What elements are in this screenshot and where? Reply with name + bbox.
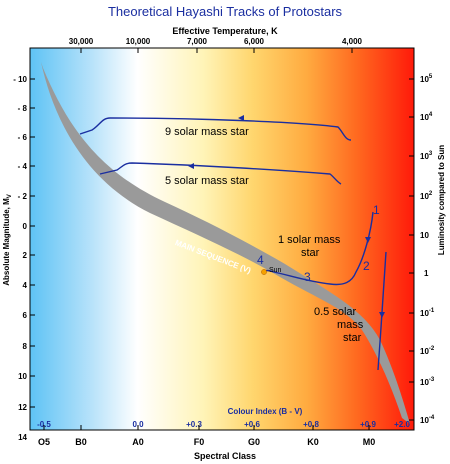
- top-tick-1: 30,000: [69, 37, 94, 46]
- track-label-0-5-solar-line2: mass: [337, 319, 364, 331]
- colour-index-ticks: -0.5 0.0 +0.3 +0.6 +0.8 +0.9 +2.0: [37, 420, 410, 429]
- left-tick-4: - 4: [18, 162, 28, 171]
- colour-index-tick-4: +0.6: [244, 420, 260, 429]
- track-label-1-solar-line2: star: [301, 247, 320, 259]
- top-tick-3: 7,000: [187, 37, 208, 46]
- top-axis-ticks: 30,000 10,000 7,000 6,000 4,000: [69, 37, 363, 46]
- colour-index-tick-2: 0.0: [132, 420, 144, 429]
- left-tick-5: - 2: [18, 192, 28, 201]
- spectral-tick-6: K0: [307, 437, 319, 447]
- left-tick-6: 0: [23, 222, 28, 231]
- top-tick-2: 10,000: [126, 37, 151, 46]
- colour-index-tick-3: +0.3: [186, 420, 202, 429]
- colour-index-tick-1: -0.5: [37, 420, 51, 429]
- top-tick-marks: [80, 48, 353, 53]
- track-0-5-solar-mass: [377, 251, 387, 371]
- spectral-tick-2: B0: [75, 437, 87, 447]
- spectral-class-label: Spectral Class: [194, 451, 256, 461]
- arrow-1-solar: [365, 237, 371, 243]
- spectral-tick-5: G0: [248, 437, 260, 447]
- top-tick-4: 6,000: [244, 37, 265, 46]
- left-tick-11: 10: [18, 372, 27, 381]
- spectral-tick-3: A0: [132, 437, 144, 447]
- right-tick-10: 10-4: [420, 415, 435, 425]
- left-tick-13: 14: [18, 433, 27, 442]
- left-tick-12: 12: [18, 403, 27, 412]
- top-axis-label: Effective Temperature, K: [172, 26, 278, 36]
- spectral-tick-7: M0: [363, 437, 376, 447]
- right-tick-9: 10-3: [420, 377, 435, 387]
- colour-index-tick-5: +0.8: [303, 420, 319, 429]
- left-axis-ticks: - 10 - 8 - 6 - 4 - 2 0 2 4 6 8 10 12 14: [13, 75, 27, 442]
- colour-index-tick-7: +2.0: [394, 420, 410, 429]
- stage-number-1: 1: [373, 203, 380, 217]
- left-tick-8: 4: [23, 281, 28, 290]
- track-5-solar-mass: [99, 162, 342, 185]
- spectral-tick-4: F0: [194, 437, 205, 447]
- main-sequence-band: [41, 62, 410, 424]
- spectral-tick-1: O5: [38, 437, 50, 447]
- right-tick-2: 104: [420, 112, 433, 122]
- track-label-0-5-solar-line1: 0.5 solar: [314, 306, 357, 318]
- track-label-0-5-solar-line3: star: [343, 332, 362, 344]
- bottom-tick-marks: [43, 425, 370, 430]
- stage-numbers: 1 2 3 4: [257, 203, 380, 284]
- left-axis-label-sub: V: [7, 194, 13, 198]
- right-tick-marks: [409, 78, 414, 421]
- right-tick-5: 10: [420, 231, 429, 240]
- sun-marker: [261, 269, 267, 275]
- chart-title: Theoretical Hayashi Tracks of Protostars: [108, 4, 343, 19]
- left-tick-9: 6: [23, 311, 28, 320]
- right-tick-3: 103: [420, 151, 433, 161]
- sun-label: Sun: [269, 267, 282, 274]
- colour-index-tick-6: +0.9: [360, 420, 376, 429]
- track-1-solar-mass: [261, 211, 374, 286]
- left-axis-label: Absolute Magnitude, MV: [2, 194, 13, 286]
- left-tick-1: - 10: [13, 75, 27, 84]
- right-tick-1: 105: [420, 74, 433, 84]
- track-arrowheads: [188, 115, 385, 318]
- arrow-0-5-solar: [379, 312, 385, 318]
- left-tick-7: 2: [23, 251, 28, 260]
- track-label-5-solar: 5 solar mass star: [165, 175, 249, 187]
- top-tick-5: 4,000: [342, 37, 363, 46]
- right-axis-label: Luminosity compared to Sun: [437, 145, 446, 255]
- track-label-1-solar-line1: 1 solar mass: [278, 234, 341, 246]
- left-tick-2: - 8: [18, 104, 28, 113]
- track-9-solar-mass: [79, 117, 352, 141]
- left-tick-10: 8: [23, 342, 28, 351]
- right-axis-ticks: 105 104 103 102 10 1 10-1 10-2 10-3 10-4: [420, 74, 435, 425]
- track-label-9-solar: 9 solar mass star: [165, 126, 249, 138]
- left-tick-3: - 6: [18, 133, 28, 142]
- stage-number-4: 4: [257, 253, 264, 267]
- colour-index-label: Colour Index (B - V): [228, 407, 303, 416]
- stage-number-2: 2: [363, 259, 370, 273]
- right-tick-7: 10-1: [420, 308, 435, 318]
- right-tick-8: 10-2: [420, 346, 435, 356]
- arrow-5-solar: [188, 163, 194, 169]
- plot-frame: [29, 47, 415, 431]
- hayashi-tracks: [79, 117, 387, 371]
- left-tick-marks: [30, 78, 35, 408]
- spectral-class-ticks: O5 B0 A0 F0 G0 K0 M0: [38, 437, 375, 447]
- stage-number-3: 3: [304, 270, 311, 284]
- arrow-9-solar: [238, 115, 244, 121]
- right-tick-4: 102: [420, 191, 433, 201]
- right-tick-6: 1: [424, 269, 429, 278]
